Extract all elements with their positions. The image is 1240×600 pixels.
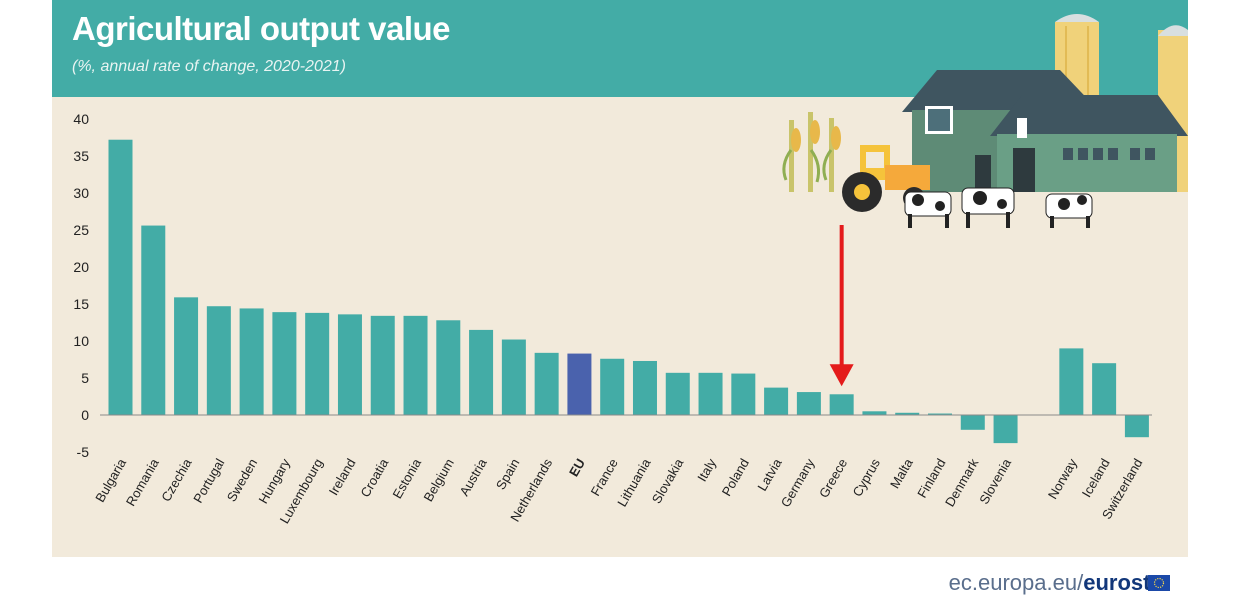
x-tick-label-slovenia: Slovenia: [976, 455, 1014, 506]
bar-latvia: [764, 387, 789, 415]
arrow-head: [829, 364, 854, 387]
bar-bulgaria: [108, 139, 133, 415]
bar-sweden: [239, 308, 264, 415]
bars-group: [108, 139, 1149, 444]
bar-germany: [796, 392, 821, 415]
greece-arrow: [829, 225, 854, 387]
eu-flag-icon: [1148, 575, 1170, 591]
bar-lithuania: [632, 360, 657, 415]
x-tick-label-spain: Spain: [493, 456, 523, 492]
y-tick-label: 5: [81, 370, 89, 386]
y-tick-label: 40: [73, 111, 89, 127]
y-tick-label: 35: [73, 148, 89, 164]
x-tick-label-ireland: Ireland: [326, 456, 359, 498]
y-tick-label: 25: [73, 222, 89, 238]
bar-denmark: [960, 415, 985, 430]
x-tick-label-slovakia: Slovakia: [649, 455, 687, 506]
chart-subtitle: (%, annual rate of change, 2020-2021): [72, 58, 346, 75]
y-tick-label: 15: [73, 296, 89, 312]
bar-iceland: [1092, 363, 1117, 415]
x-tick-label-czechia: Czechia: [158, 455, 195, 504]
x-tick-label-greece: Greece: [816, 456, 850, 500]
shed-icon: [990, 95, 1188, 192]
x-tick-label-austria: Austria: [456, 455, 490, 498]
y-axis: 40 35 30 25 20 15 10 5 0 -5: [73, 111, 89, 460]
x-tick-label-sweden: Sweden: [224, 456, 260, 504]
bar-switzerland: [1124, 415, 1149, 438]
footer-source: ec.europa.eu/eurostat: [949, 570, 1170, 596]
x-axis-labels: BulgariaRomaniaCzechiaPortugalSwedenHung…: [92, 455, 1145, 526]
bar-slovenia: [993, 415, 1018, 444]
bar-austria: [469, 329, 494, 415]
y-tick-label: 20: [73, 259, 89, 275]
bar-eu: [567, 353, 592, 415]
bar-finland: [928, 413, 952, 415]
bar-ireland: [337, 314, 362, 415]
footer-domain: ec.europa.eu/: [948, 570, 1084, 595]
x-tick-label-portugal: Portugal: [190, 456, 227, 506]
x-tick-label-malta: Malta: [887, 455, 916, 491]
x-tick-label-norway: Norway: [1045, 456, 1080, 502]
x-tick-label-cyprus: Cyprus: [849, 456, 883, 500]
y-tick-label: 30: [73, 185, 89, 201]
bar-greece: [829, 394, 854, 415]
x-tick-label-eu: EU: [566, 456, 588, 479]
bar-romania: [141, 225, 166, 415]
cows-icon: [904, 187, 1093, 228]
farm-illustration: [782, 14, 1188, 228]
bar-slovakia: [665, 372, 690, 415]
x-tick-label-france: France: [588, 456, 621, 499]
header-band: Agricultural output value (%, annual rat…: [52, 0, 1188, 97]
bar-cyprus: [862, 411, 887, 415]
bar-belgium: [436, 320, 461, 415]
bar-croatia: [370, 315, 395, 415]
bar-portugal: [206, 306, 231, 415]
bar-spain: [501, 339, 526, 415]
x-tick-label-belgium: Belgium: [420, 456, 456, 504]
x-tick-label-poland: Poland: [719, 456, 752, 499]
corn-plants-icon: [782, 112, 841, 192]
bar-malta: [895, 412, 920, 415]
y-tick-label: 0: [81, 407, 89, 423]
y-tick-label: -5: [77, 444, 90, 460]
bar-chart: 40 35 30 25 20 15 10 5 0 -5 BulgariaRomaniaCzechi…: [73, 14, 1188, 526]
x-tick-label-italy: Italy: [694, 456, 719, 485]
bar-luxembourg: [305, 312, 330, 415]
bar-norway: [1059, 348, 1084, 415]
bar-poland: [731, 373, 756, 415]
x-tick-label-estonia: Estonia: [389, 455, 424, 501]
chart-title: Agricultural output value: [72, 10, 451, 47]
x-tick-label-iceland: Iceland: [1079, 456, 1113, 500]
bar-hungary: [272, 312, 297, 415]
x-tick-label-finland: Finland: [914, 456, 948, 500]
bar-czechia: [174, 297, 199, 415]
y-tick-label: 10: [73, 333, 89, 349]
x-tick-label-latvia: Latvia: [754, 455, 785, 493]
bar-netherlands: [534, 352, 559, 415]
bar-estonia: [403, 315, 428, 415]
x-tick-label-croatia: Croatia: [357, 455, 391, 499]
bar-italy: [698, 372, 723, 415]
bar-france: [600, 358, 625, 415]
